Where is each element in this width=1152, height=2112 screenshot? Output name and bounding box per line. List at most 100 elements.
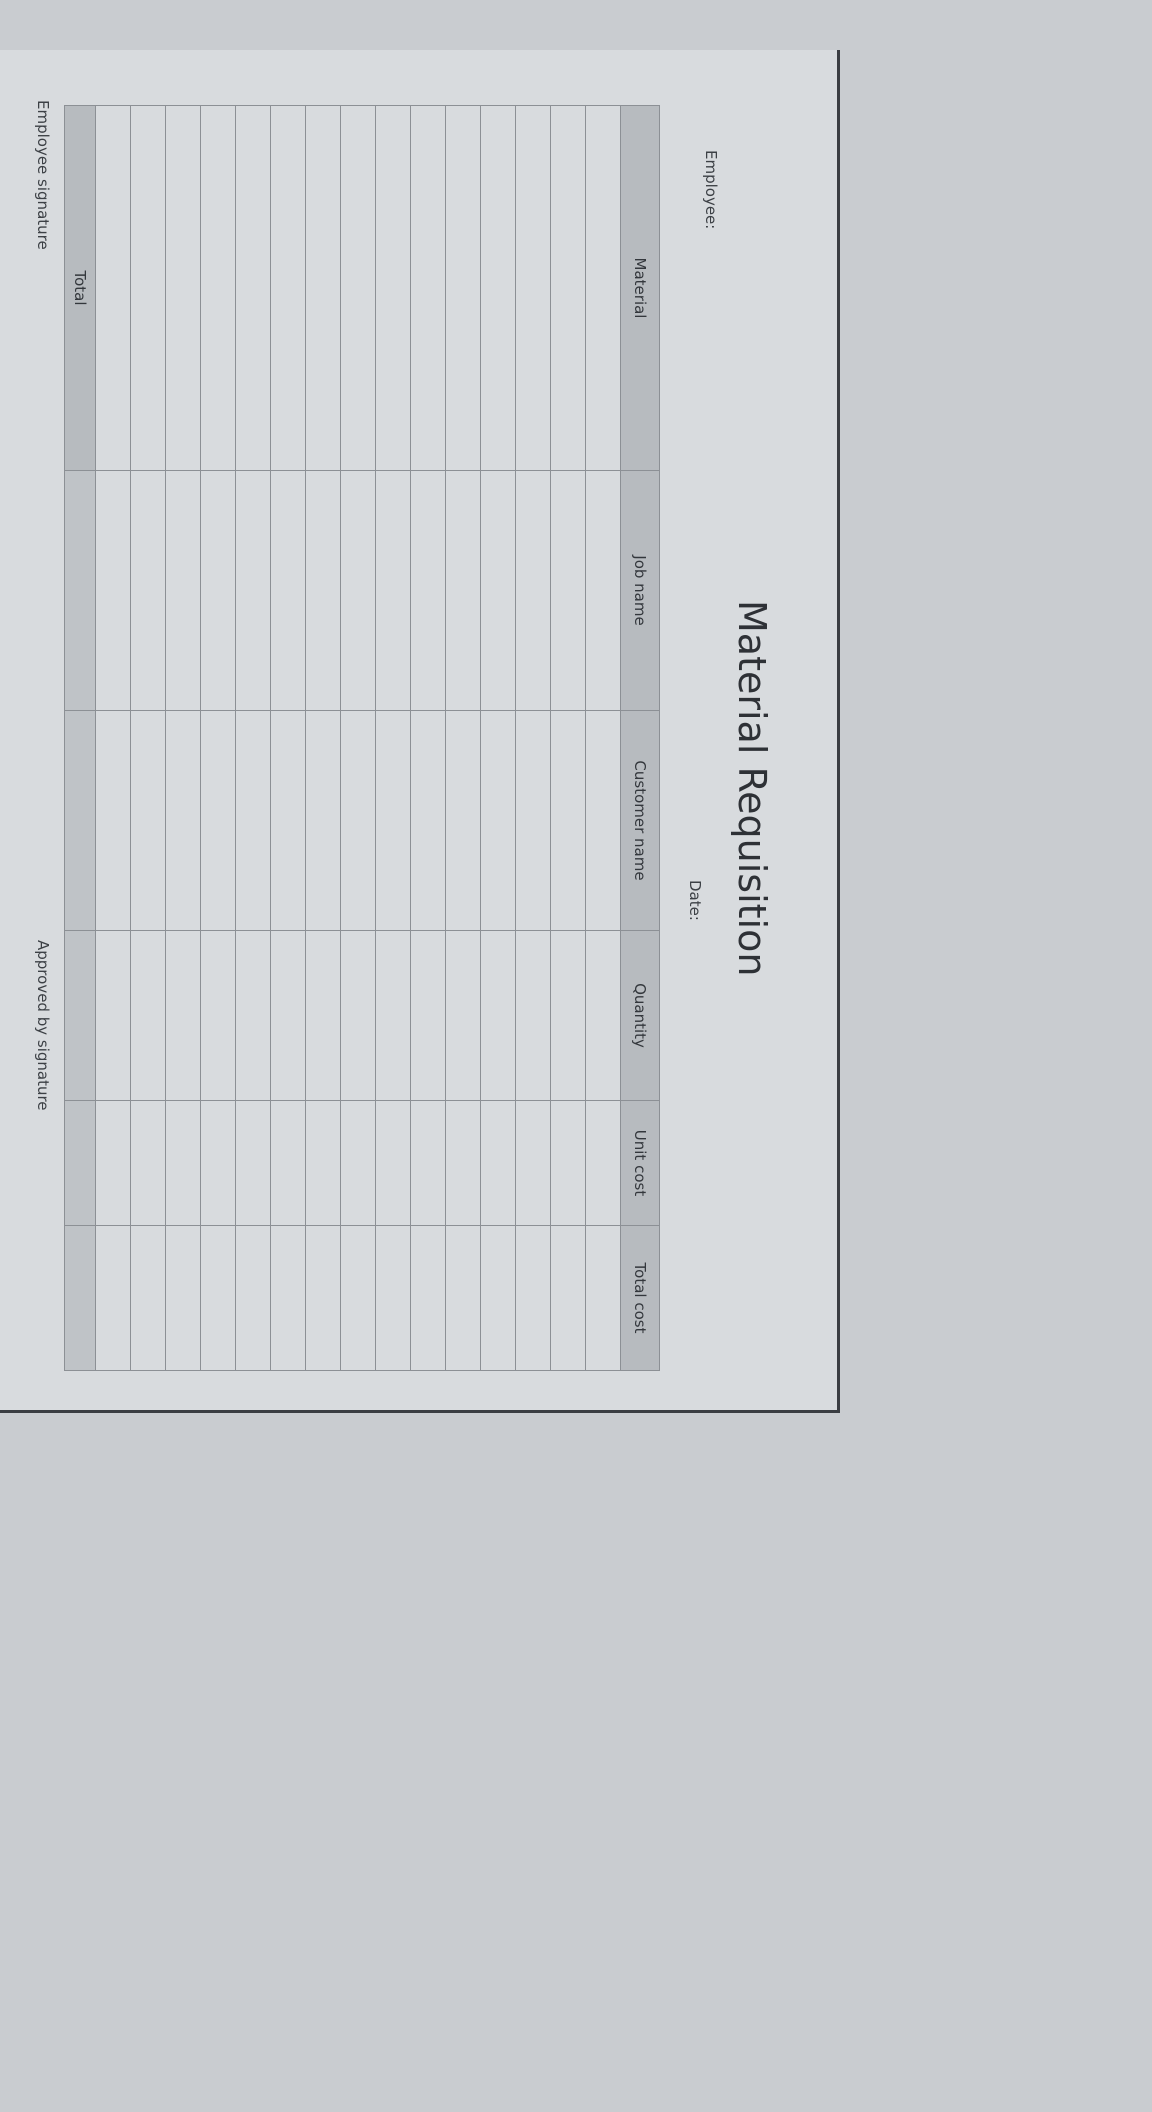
table-cell[interactable] — [200, 1100, 236, 1226]
table-cell[interactable] — [200, 1225, 236, 1371]
table-cell[interactable] — [270, 710, 306, 931]
table-cell[interactable] — [235, 1225, 271, 1371]
table-cell[interactable] — [130, 930, 166, 1101]
table-cell[interactable] — [480, 470, 516, 711]
table-cell[interactable] — [375, 1225, 411, 1371]
table-cell[interactable] — [95, 105, 131, 471]
table-cell[interactable] — [375, 1100, 411, 1226]
table-cell[interactable] — [445, 105, 481, 471]
table-cell[interactable] — [270, 105, 306, 471]
table-cell[interactable] — [480, 1225, 516, 1371]
total-cell[interactable] — [64, 930, 96, 1101]
table-cell[interactable] — [200, 470, 236, 711]
table-row — [410, 105, 446, 1371]
table-cell[interactable] — [340, 470, 376, 711]
table-cell[interactable] — [165, 930, 201, 1101]
table-cell[interactable] — [410, 1100, 446, 1226]
table-cell[interactable] — [270, 470, 306, 711]
table-cell[interactable] — [445, 710, 481, 931]
table-cell[interactable] — [305, 710, 341, 931]
table-cell[interactable] — [375, 710, 411, 931]
table-cell[interactable] — [585, 1100, 621, 1226]
table-cell[interactable] — [445, 1225, 481, 1371]
table-cell[interactable] — [305, 1225, 341, 1371]
table-cell[interactable] — [515, 105, 551, 471]
table-cell[interactable] — [200, 930, 236, 1101]
table-row — [165, 105, 201, 1371]
table-cell[interactable] — [515, 470, 551, 711]
table-cell[interactable] — [235, 470, 271, 711]
table-cell[interactable] — [410, 470, 446, 711]
total-cell[interactable] — [64, 470, 96, 711]
table-cell[interactable] — [130, 1100, 166, 1226]
table-cell[interactable] — [270, 1225, 306, 1371]
table-cell[interactable] — [340, 1225, 376, 1371]
total-cell[interactable] — [64, 710, 96, 931]
table-cell[interactable] — [305, 1100, 341, 1226]
table-cell[interactable] — [445, 470, 481, 711]
table-cell[interactable] — [340, 930, 376, 1101]
table-cell[interactable] — [200, 710, 236, 931]
table-cell[interactable] — [165, 1100, 201, 1226]
table-cell[interactable] — [550, 105, 586, 471]
table-cell[interactable] — [235, 105, 271, 471]
table-cell[interactable] — [375, 930, 411, 1101]
table-cell[interactable] — [130, 105, 166, 471]
table-cell[interactable] — [515, 1225, 551, 1371]
table-cell[interactable] — [165, 710, 201, 931]
table-cell[interactable] — [480, 105, 516, 471]
table-cell[interactable] — [550, 930, 586, 1101]
table-cell[interactable] — [445, 1100, 481, 1226]
total-cell[interactable] — [64, 1225, 96, 1371]
table-cell[interactable] — [200, 105, 236, 471]
table-cell[interactable] — [130, 710, 166, 931]
table-cell[interactable] — [480, 710, 516, 931]
table-cell[interactable] — [550, 470, 586, 711]
table-cell[interactable] — [270, 930, 306, 1101]
table-cell[interactable] — [165, 470, 201, 711]
table-cell[interactable] — [585, 930, 621, 1101]
table-cell[interactable] — [235, 710, 271, 931]
table-cell[interactable] — [480, 930, 516, 1101]
table-cell[interactable] — [130, 1225, 166, 1371]
column-header-unit-cost: Unit cost — [620, 1100, 660, 1226]
total-cell[interactable] — [64, 1100, 96, 1226]
table-cell[interactable] — [340, 105, 376, 471]
table-cell[interactable] — [480, 1100, 516, 1226]
table-cell[interactable] — [375, 105, 411, 471]
table-cell[interactable] — [375, 470, 411, 711]
table-cell[interactable] — [305, 105, 341, 471]
total-label: Total — [64, 105, 96, 471]
table-cell[interactable] — [550, 1225, 586, 1371]
table-cell[interactable] — [130, 470, 166, 711]
table-cell[interactable] — [305, 470, 341, 711]
table-cell[interactable] — [515, 930, 551, 1101]
table-cell[interactable] — [585, 1225, 621, 1371]
table-cell[interactable] — [515, 1100, 551, 1226]
table-cell[interactable] — [340, 710, 376, 931]
table-cell[interactable] — [585, 710, 621, 931]
table-cell[interactable] — [550, 710, 586, 931]
table-cell[interactable] — [515, 710, 551, 931]
table-cell[interactable] — [550, 1100, 586, 1226]
table-cell[interactable] — [95, 1100, 131, 1226]
table-row — [130, 105, 166, 1371]
table-cell[interactable] — [340, 1100, 376, 1226]
table-cell[interactable] — [410, 1225, 446, 1371]
table-cell[interactable] — [235, 1100, 271, 1226]
table-cell[interactable] — [305, 930, 341, 1101]
table-cell[interactable] — [235, 930, 271, 1101]
table-cell[interactable] — [270, 1100, 306, 1226]
table-cell[interactable] — [410, 930, 446, 1101]
table-cell[interactable] — [95, 1225, 131, 1371]
table-cell[interactable] — [445, 930, 481, 1101]
table-cell[interactable] — [95, 930, 131, 1101]
table-cell[interactable] — [165, 1225, 201, 1371]
table-cell[interactable] — [95, 470, 131, 711]
table-cell[interactable] — [585, 105, 621, 471]
table-cell[interactable] — [165, 105, 201, 471]
table-cell[interactable] — [95, 710, 131, 931]
table-cell[interactable] — [410, 710, 446, 931]
table-cell[interactable] — [585, 470, 621, 711]
table-cell[interactable] — [410, 105, 446, 471]
